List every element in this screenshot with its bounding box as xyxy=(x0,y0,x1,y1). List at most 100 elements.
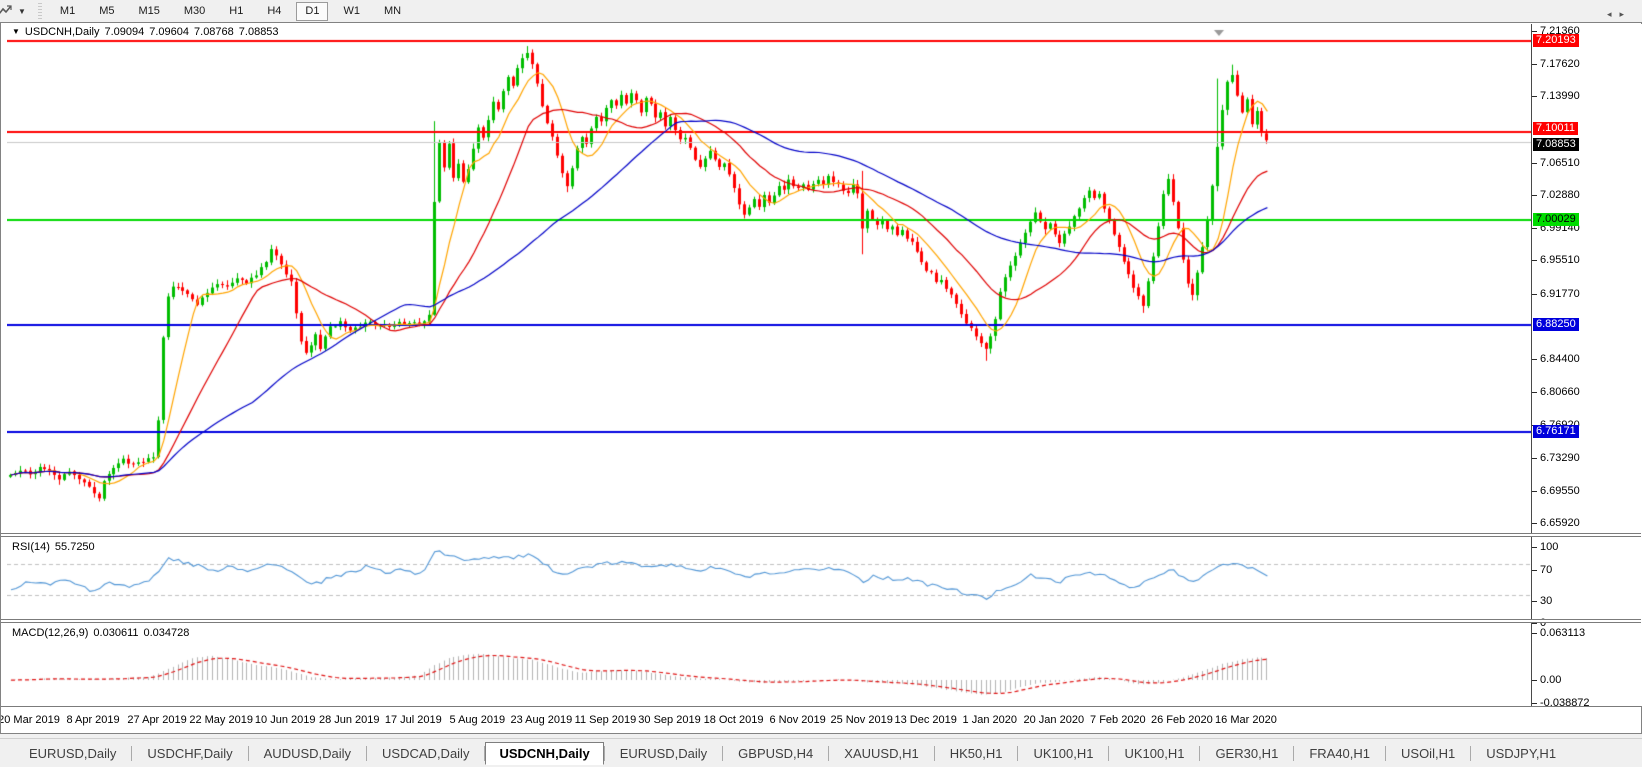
price-tick-label: 6.65920 xyxy=(1540,517,1580,529)
date-label: 17 Jul 2019 xyxy=(384,714,442,726)
tabs-scroll-right-icon[interactable]: ▸ xyxy=(1619,9,1632,19)
price-tick-mark xyxy=(1532,260,1537,262)
rsi-tick-mark xyxy=(1532,547,1537,548)
collapse-arrow-icon[interactable]: ▼ xyxy=(12,27,20,36)
timeframe-button-m5[interactable]: M5 xyxy=(99,4,115,17)
date-label: 28 Jun 2019 xyxy=(318,714,380,726)
chart-symbol-period: USDCNH,Daily xyxy=(24,26,100,38)
tab-separator xyxy=(131,745,133,761)
chart-tab-usdcad-daily[interactable]: USDCAD,Daily xyxy=(382,745,470,761)
date-label: 23 Aug 2019 xyxy=(510,714,573,726)
price-level-label: 7.10011 xyxy=(1533,121,1578,135)
rsi-tick-label: 100 xyxy=(1540,541,1559,553)
price-level-label: 7.00029 xyxy=(1533,213,1579,227)
macd-tick-mark xyxy=(1532,633,1537,634)
macd-main-value: 0.030611 xyxy=(93,627,139,639)
date-label: 7 Feb 2020 xyxy=(1090,714,1146,726)
price-tick-label: 7.17620 xyxy=(1540,58,1580,71)
price-tick-label: 7.02880 xyxy=(1540,189,1580,201)
chart-tab-usdjpy-h1[interactable]: USDJPY,H1 xyxy=(1486,745,1557,761)
chart-window: ▼ USDCNH,Daily 7.09094 7.09604 7.08768 7.0885… xyxy=(0,22,1642,734)
price-tick-label: 6.84400 xyxy=(1540,353,1580,365)
chart-tab-ger30-h1[interactable]: GER30,H1 xyxy=(1215,745,1279,761)
price-tick-label: 6.73290 xyxy=(1540,451,1580,464)
date-label: 27 Apr 2019 xyxy=(127,714,187,726)
tab-separator xyxy=(828,745,830,761)
chart-tab-gbpusd-h4[interactable]: GBPUSD,H4 xyxy=(738,745,814,761)
chart-tab-eurusd-daily[interactable]: EURUSD,Daily xyxy=(619,745,708,761)
date-label: 16 Mar 2020 xyxy=(1215,714,1277,726)
price-level-label: 7.08853 xyxy=(1533,137,1579,151)
macd-tick-mark xyxy=(1532,703,1537,704)
date-label: 5 Aug 2019 xyxy=(449,714,506,726)
rsi-tick-label: 30 xyxy=(1540,595,1553,607)
tab-separator xyxy=(366,745,368,761)
date-label: 18 Oct 2019 xyxy=(703,714,764,726)
chart-tab-uk100-h1[interactable]: UK100,H1 xyxy=(1033,745,1094,761)
chart-tabs-bar: EURUSD,Daily USDCHF,Daily AUDUSD,Daily USDC… xyxy=(0,738,1642,767)
timeframe-button-m30[interactable]: M30 xyxy=(183,4,206,17)
price-tick-mark xyxy=(1532,31,1537,32)
rsi-canvas[interactable] xyxy=(7,538,1531,619)
price-tick-label: 6.69550 xyxy=(1540,484,1580,497)
chart-tab-fra40-h1[interactable]: FRA40,H1 xyxy=(1309,745,1371,761)
macd-label: MACD(12,26,9) 0.030611 0.034728 xyxy=(12,627,194,639)
macd-tick-label: 0.063113 xyxy=(1540,627,1586,639)
tab-separator xyxy=(603,745,605,761)
dropdown-caret-icon[interactable]: ▼ xyxy=(18,6,26,16)
tab-separator xyxy=(1293,745,1295,761)
rsi-name: RSI(14) xyxy=(12,541,50,553)
chart-tab-xauusd-h1[interactable]: XAUUSD,H1 xyxy=(844,745,919,761)
chart-tab-uk100-h1[interactable]: UK100,H1 xyxy=(1124,745,1185,761)
toolbar-grip[interactable] xyxy=(37,3,42,19)
price-tick-mark xyxy=(1532,523,1537,524)
price-tick-label: 6.80660 xyxy=(1540,386,1580,399)
price-tick-mark xyxy=(1532,359,1537,360)
chart-tab-audusd-daily[interactable]: AUDUSD,Daily xyxy=(263,745,352,761)
chart-tab-usdcnh-daily[interactable]: USDCNH,Daily xyxy=(485,741,604,765)
price-tick-mark xyxy=(1532,96,1537,98)
macd-canvas[interactable] xyxy=(7,624,1531,706)
price-level-label: 7.20193 xyxy=(1533,34,1579,48)
date-axis[interactable]: 20 Mar 2019 8 Apr 2019 27 Apr 2019 22 May 2… xyxy=(0,708,1531,732)
macd-tick-label: 0.00 xyxy=(1540,674,1562,686)
chart-tab-hk50-h1[interactable]: HK50,H1 xyxy=(949,745,1003,761)
date-label: 26 Feb 2020 xyxy=(1151,714,1213,726)
price-tick-mark xyxy=(1532,195,1537,196)
chart-title: ▼ USDCNH,Daily 7.09094 7.09604 7.08768 7.0885… xyxy=(12,26,279,38)
tab-separator xyxy=(247,745,249,761)
price-level-label: 6.88250 xyxy=(1533,317,1579,331)
date-label: 1 Jan 2020 xyxy=(962,714,1017,726)
timeframe-button-m1[interactable]: M1 xyxy=(59,4,76,17)
tabs-scroll-left-icon[interactable]: ◂ xyxy=(1606,9,1620,19)
main-chart-canvas[interactable] xyxy=(7,24,1531,533)
price-tick-mark xyxy=(1532,457,1537,459)
chart-tab-usdchf-daily[interactable]: USDCHF,Daily xyxy=(147,745,233,761)
indicators-icon[interactable] xyxy=(0,3,14,19)
timeframe-button-d1[interactable]: D1 xyxy=(296,1,329,21)
price-axis[interactable]: 7.21360 7.17620 7.13990 7.06510 7.02880 6.991… xyxy=(1531,24,1642,709)
rsi-tick-mark xyxy=(1532,623,1537,624)
rsi-label: RSI(14) 55.7250 xyxy=(12,541,100,553)
date-label: 22 May 2019 xyxy=(189,714,253,726)
ohlc-close: 7.08853 xyxy=(238,26,279,38)
tab-separator xyxy=(722,745,724,761)
tab-separator xyxy=(484,745,486,761)
ohlc-high: 7.09604 xyxy=(149,26,190,38)
macd-tick-label: -0.038872 xyxy=(1540,697,1590,709)
timeframe-button-mn[interactable]: MN xyxy=(383,4,402,17)
panel-splitter[interactable] xyxy=(1,533,1641,537)
timeframe-button-h1[interactable]: H1 xyxy=(229,4,244,17)
price-tick-mark xyxy=(1532,228,1537,230)
panel-splitter[interactable] xyxy=(1,619,1641,623)
rsi-value: 55.7250 xyxy=(54,541,95,553)
chart-tab-usoil-h1[interactable]: USOil,H1 xyxy=(1401,745,1456,761)
date-label: 20 Mar 2019 xyxy=(0,714,60,726)
ohlc-low: 7.08768 xyxy=(194,26,234,38)
timeframe-button-m15[interactable]: M15 xyxy=(138,4,160,17)
timeframe-button-h4[interactable]: H4 xyxy=(267,4,282,17)
timeframe-button-w1[interactable]: W1 xyxy=(343,4,360,17)
macd-signal-value: 0.034728 xyxy=(143,627,190,639)
chart-tab-eurusd-daily[interactable]: EURUSD,Daily xyxy=(29,745,117,761)
